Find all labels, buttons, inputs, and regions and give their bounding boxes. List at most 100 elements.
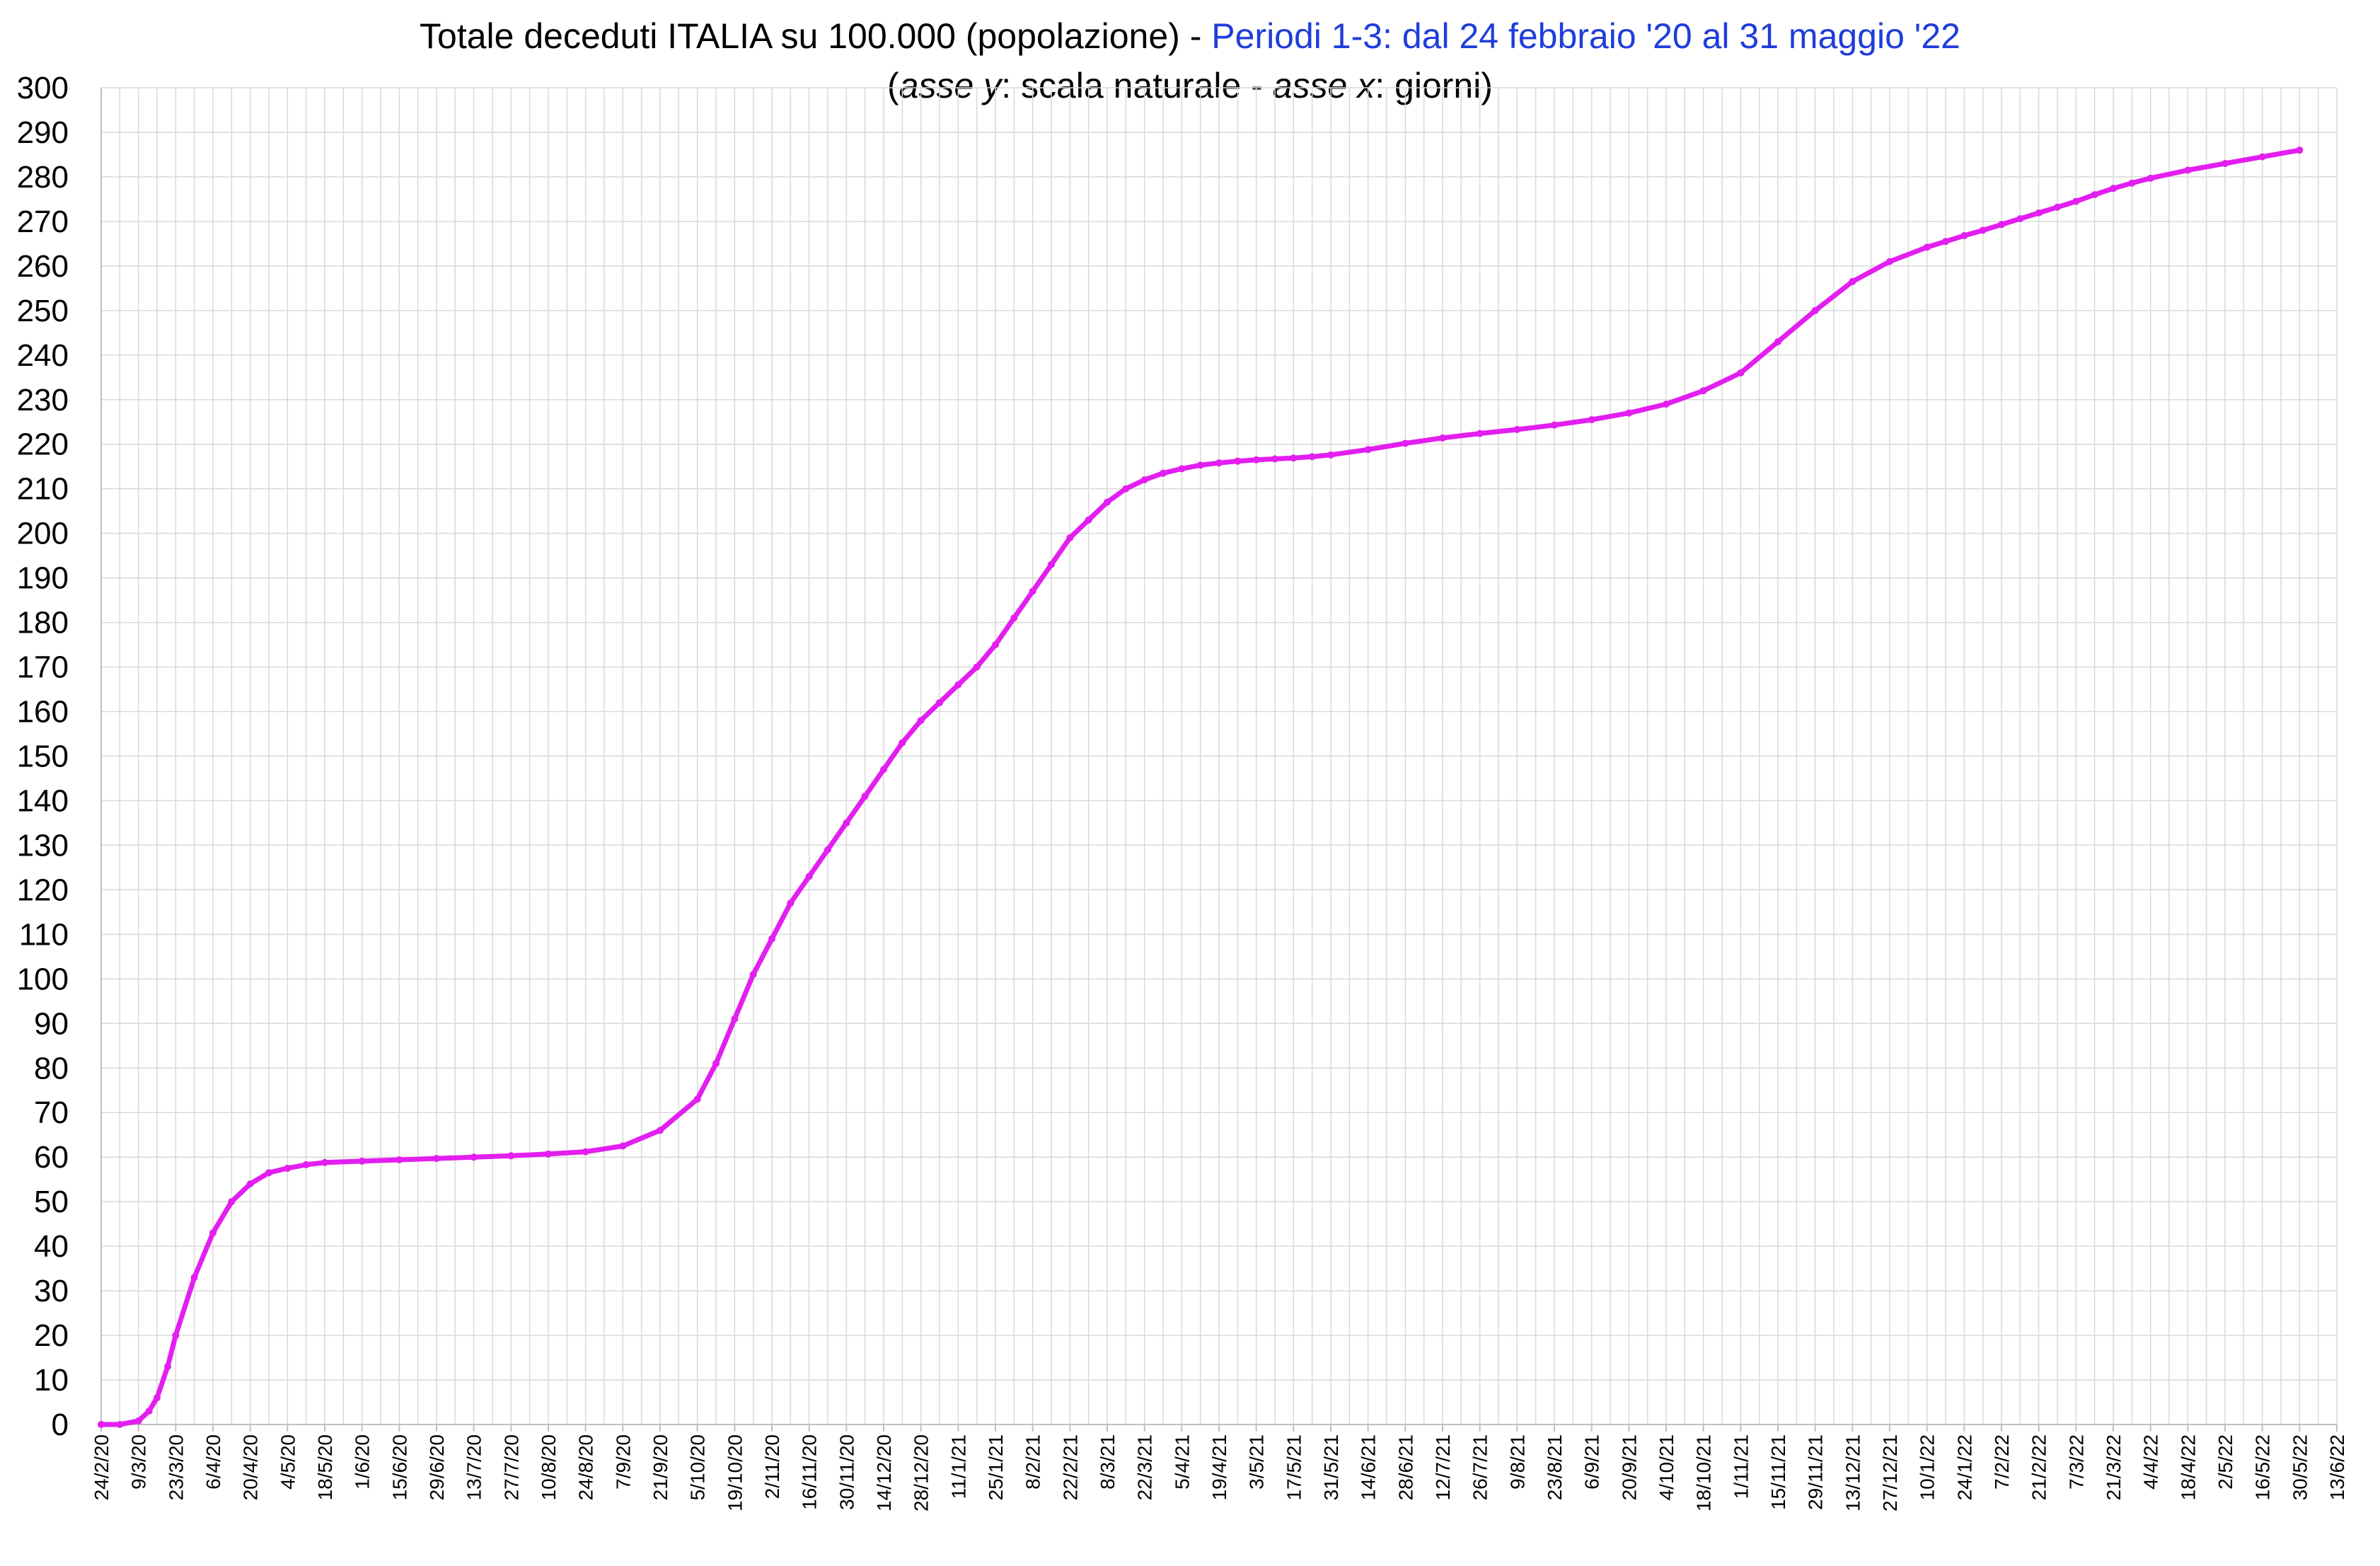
data-point <box>1588 416 1595 424</box>
x-tick-label: 18/10/21 <box>1693 1434 1715 1512</box>
data-point <box>284 1164 291 1172</box>
x-tick-label: 24/2/20 <box>91 1434 112 1500</box>
data-point <box>1774 338 1781 345</box>
x-tick-label: 13/7/20 <box>463 1434 485 1500</box>
x-tick-label: 16/5/22 <box>2252 1434 2274 1500</box>
data-point <box>619 1142 627 1150</box>
y-tick-label: 180 <box>17 606 69 640</box>
data-point <box>2128 179 2136 187</box>
series-line-group <box>98 146 2304 1428</box>
x-tick-label: 29/6/20 <box>426 1434 448 1500</box>
y-tick-label: 290 <box>17 115 69 150</box>
x-tick-label: 15/11/21 <box>1767 1434 1789 1510</box>
data-point <box>749 971 757 979</box>
x-tick-label: 20/9/21 <box>1618 1434 1640 1500</box>
data-point <box>2222 160 2229 168</box>
y-tick-label: 60 <box>34 1140 69 1175</box>
y-tick-label: 70 <box>34 1095 69 1130</box>
x-tick-label: 12/7/21 <box>1432 1434 1454 1500</box>
data-point <box>1699 387 1707 395</box>
y-tick-label: 90 <box>34 1006 69 1041</box>
y-tick-label: 200 <box>17 517 69 551</box>
y-tick-labels: 0 10 20 30 40 50 60 70 80 90 100 110 120 130 140 150 160… <box>17 71 69 1442</box>
data-point <box>1048 560 1055 568</box>
x-tick-label: 22/3/21 <box>1134 1434 1156 1500</box>
y-tick-label: 280 <box>17 160 69 195</box>
x-tick-label: 5/4/21 <box>1171 1434 1193 1490</box>
data-point <box>1308 453 1316 461</box>
data-point <box>98 1421 105 1428</box>
data-point <box>145 1407 153 1415</box>
data-point <box>899 739 906 747</box>
x-tick-label: 27/7/20 <box>500 1434 522 1500</box>
x-tick-label: 4/4/22 <box>2140 1434 2162 1490</box>
chart-title-line-1: Totale deceduti ITALIA su 100.000 (popol… <box>420 16 1960 56</box>
data-point <box>1439 434 1446 442</box>
data-point <box>1849 277 1856 285</box>
x-tick-label: 14/6/21 <box>1358 1434 1380 1500</box>
data-point <box>843 819 850 827</box>
x-tick-label: 7/3/22 <box>2065 1434 2087 1490</box>
data-point <box>1029 587 1036 595</box>
y-tick-label: 120 <box>17 873 69 907</box>
data-point <box>1066 534 1074 541</box>
x-tick-label: 2/11/20 <box>761 1434 783 1499</box>
data-point <box>265 1169 272 1177</box>
data-point <box>1290 454 1298 462</box>
data-point <box>190 1274 198 1282</box>
x-tick-label: 28/12/20 <box>911 1434 932 1512</box>
x-tick-label: 11/1/21 <box>947 1434 969 1499</box>
x-tick-label: 16/11/20 <box>799 1434 821 1510</box>
data-point <box>395 1156 403 1163</box>
data-point <box>2016 215 2024 223</box>
chart-title-black: Totale deceduti ITALIA su 100.000 (popol… <box>420 16 1211 56</box>
data-point <box>1364 446 1372 454</box>
data-point <box>731 1015 739 1023</box>
y-tick-label: 150 <box>17 739 69 774</box>
subtitle-mid: : scala naturale - <box>1001 66 1273 105</box>
data-point <box>1122 485 1130 493</box>
x-tick-label: 19/4/21 <box>1208 1434 1230 1500</box>
y-tick-label: 300 <box>17 71 69 105</box>
x-tick-label: 18/4/22 <box>2177 1434 2199 1500</box>
chart-title-blue: Periodi 1-3: dal 24 febbraio '20 al 31 m… <box>1211 16 1960 56</box>
data-point <box>1811 306 1819 314</box>
x-tick-label: 27/12/21 <box>1879 1434 1901 1512</box>
x-tick-label: 30/5/22 <box>2289 1434 2311 1500</box>
data-point <box>954 681 962 689</box>
x-tick-label: 3/5/21 <box>1246 1434 1268 1490</box>
data-point <box>1215 459 1223 467</box>
y-tick-label: 260 <box>17 249 69 284</box>
x-tick-label: 21/2/22 <box>2028 1434 2050 1500</box>
x-tick-label: 24/1/22 <box>1953 1434 1975 1500</box>
data-point <box>712 1059 720 1067</box>
y-tick-label: 20 <box>34 1318 69 1353</box>
x-tick-label: 28/6/21 <box>1394 1434 1416 1500</box>
data-point <box>172 1332 180 1340</box>
x-tick-labels: 24/2/20 9/3/20 23/3/20 6/4/20 20/4/20 4/5/20 1… <box>91 1424 2348 1512</box>
x-tick-label: 5/10/20 <box>687 1434 709 1500</box>
x-tick-label: 4/5/20 <box>277 1434 299 1490</box>
x-tick-label: 10/8/20 <box>538 1434 560 1500</box>
data-point <box>433 1155 440 1163</box>
data-point <box>1327 451 1334 459</box>
data-point <box>805 873 813 880</box>
x-tick-label: 17/5/21 <box>1283 1434 1305 1500</box>
data-point <box>134 1417 142 1424</box>
y-tick-label: 250 <box>17 294 69 328</box>
subtitle-open: ( <box>887 66 899 105</box>
data-point <box>2035 209 2043 217</box>
y-tick-label: 220 <box>17 427 69 462</box>
data-point <box>880 766 887 773</box>
data-point <box>2258 153 2266 161</box>
data-point <box>1625 409 1633 417</box>
x-tick-label: 13/6/22 <box>2326 1434 2348 1500</box>
y-tick-label: 140 <box>17 783 69 818</box>
x-tick-label: 4/10/21 <box>1656 1434 1677 1500</box>
x-tick-label: 23/8/21 <box>1544 1434 1566 1500</box>
data-point <box>2110 185 2117 192</box>
subtitle-asse-y: asse y <box>899 66 1004 105</box>
y-tick-label: 30 <box>34 1274 69 1308</box>
y-tick-label: 240 <box>17 338 69 373</box>
